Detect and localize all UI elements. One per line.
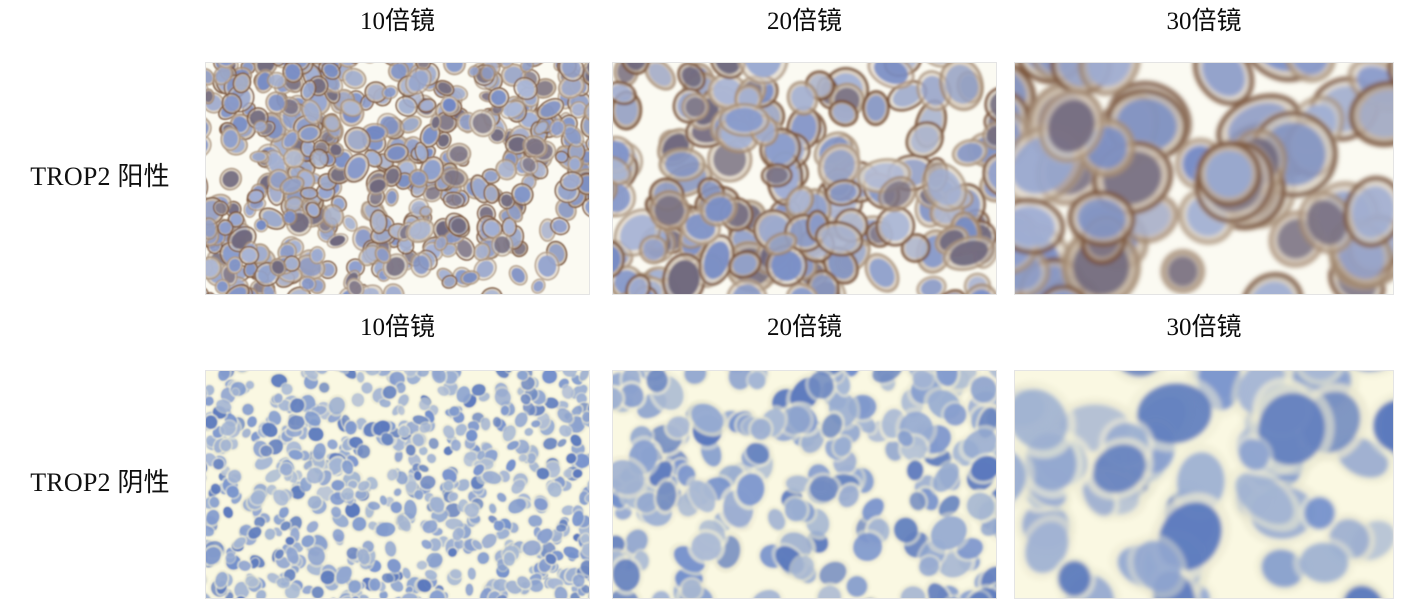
- micrograph-negative-30x: [1015, 371, 1393, 598]
- column-header-negative-10x: 10倍镜: [359, 314, 435, 341]
- micrograph-negative-10x: [206, 371, 589, 598]
- column-header-positive-20x: 20倍镜: [766, 8, 842, 35]
- column-header-positive-10x: 10倍镜: [359, 8, 435, 35]
- micrograph-negative-20x: [613, 371, 996, 598]
- row-label-trop2-negative: TROP2 阴性: [30, 468, 170, 497]
- column-header-negative-20x: 20倍镜: [766, 314, 842, 341]
- column-header-negative-30x: 30倍镜: [1166, 314, 1242, 341]
- row-label-trop2-positive: TROP2 阳性: [30, 162, 170, 191]
- column-header-positive-30x: 30倍镜: [1166, 8, 1242, 35]
- micrograph-positive-30x: [1015, 63, 1393, 294]
- micrograph-positive-20x: [613, 63, 996, 294]
- micrograph-positive-10x: [206, 63, 589, 294]
